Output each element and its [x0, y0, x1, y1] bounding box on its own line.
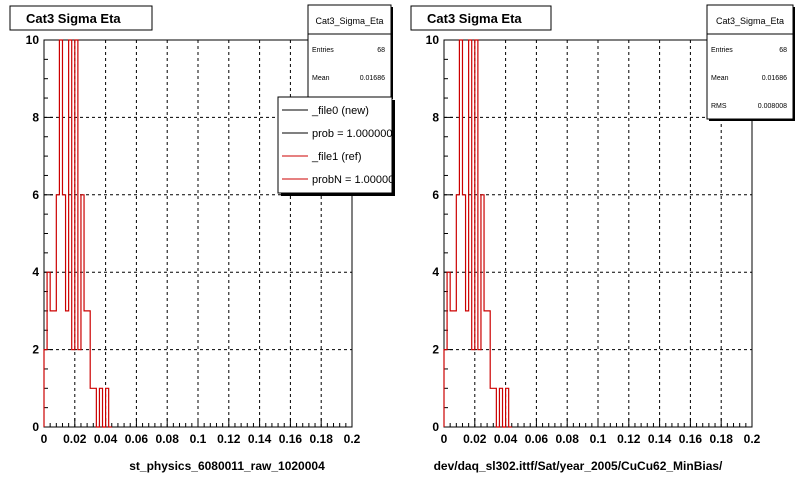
title-box [410, 5, 552, 31]
x-tick-label: 0.1 [590, 432, 607, 446]
stats-box-name: Cat3_Sigma_Eta [716, 16, 784, 26]
x-tick-label: 0.04 [494, 432, 518, 446]
stats-row-value: 68 [779, 47, 787, 54]
x-tick-label: 0.16 [279, 432, 303, 446]
x-tick-label: 0.12 [617, 432, 641, 446]
stats-row-label: Entries [312, 47, 334, 54]
chart-title: Cat3 Sigma Eta [26, 11, 121, 26]
legend-box [277, 96, 393, 194]
stats-row-label: Mean [312, 75, 330, 82]
y-tick-label: 2 [32, 343, 39, 357]
x-axis-label: dev/daq_sl302.ittf/Sat/year_2005/CuCu62_… [434, 459, 723, 473]
chart-panel-1: 0 0.02 0.04 0.06 0.08 0.1 0.12 0.14 0.16 0.18 0.2 0… [9, 4, 400, 473]
x-tick-label: 0.2 [744, 432, 761, 446]
x-tick-label: 0.08 [556, 432, 580, 446]
x-tick-label: 0 [41, 432, 48, 446]
x-tick-label: 0.02 [63, 432, 87, 446]
y-tick-label: 0 [32, 420, 39, 434]
x-tick-label: 0.1 [190, 432, 207, 446]
title-box [9, 5, 153, 31]
y-tick-label: 2 [432, 343, 439, 357]
stats-row-label: RMS [711, 103, 727, 110]
y-tick-label: 4 [432, 265, 439, 279]
legend-entries: _file0 (new) prob = 1.000000 _file1 (ref) p… [282, 105, 400, 186]
stats-row-label: Entries [711, 47, 733, 54]
histogram-series [43, 39, 112, 428]
legend-label: probN = 1.000000 [312, 174, 400, 186]
x-tick-label: 0.02 [463, 432, 487, 446]
x-tick-label: 0.12 [217, 432, 241, 446]
x-tick-label: 0.08 [156, 432, 180, 446]
stats-row-value: 0.008008 [758, 103, 787, 110]
stats-row-label: Mean [711, 75, 729, 82]
x-tick-label: 0.16 [679, 432, 703, 446]
y-tick-label: 6 [432, 188, 439, 202]
y-tick-label: 4 [32, 265, 39, 279]
x-tick-label: 0.2 [344, 432, 361, 446]
chart-title: Cat3 Sigma Eta [427, 11, 522, 26]
x-tick-label: 0.06 [125, 432, 149, 446]
legend-label: _file1 (ref) [311, 151, 362, 163]
y-tick-label: 10 [426, 33, 440, 47]
y-tick-label: 0 [432, 420, 439, 434]
y-tick-label: 6 [32, 188, 39, 202]
y-tick-label: 10 [26, 33, 40, 47]
x-tick-label: 0.18 [710, 432, 734, 446]
stats-row-value: 0.01686 [360, 75, 385, 82]
stats-row-value: 0.01686 [762, 75, 787, 82]
stats-box-name: Cat3_Sigma_Eta [315, 16, 383, 26]
stats-box [706, 4, 794, 120]
x-axis-label: st_physics_6080011_raw_1020004 [129, 459, 325, 473]
x-tick-label: 0.18 [310, 432, 334, 446]
y-tick-label: 8 [432, 110, 439, 124]
stats-row-value: 68 [377, 47, 385, 54]
x-tick-label: 0.14 [648, 432, 672, 446]
legend-label: _file0 (new) [311, 105, 369, 117]
x-tick-label: 0 [441, 432, 448, 446]
histogram-series [443, 39, 512, 428]
legend-label: prob = 1.000000 [312, 128, 392, 140]
x-tick-label: 0.04 [94, 432, 118, 446]
x-tick-label: 0.06 [525, 432, 549, 446]
y-tick-label: 8 [32, 110, 39, 124]
x-tick-label: 0.14 [248, 432, 272, 446]
chart-panel-2: 0 0.02 0.04 0.06 0.08 0.1 0.12 0.14 0.16 0.18 0.2 0… [410, 4, 795, 473]
